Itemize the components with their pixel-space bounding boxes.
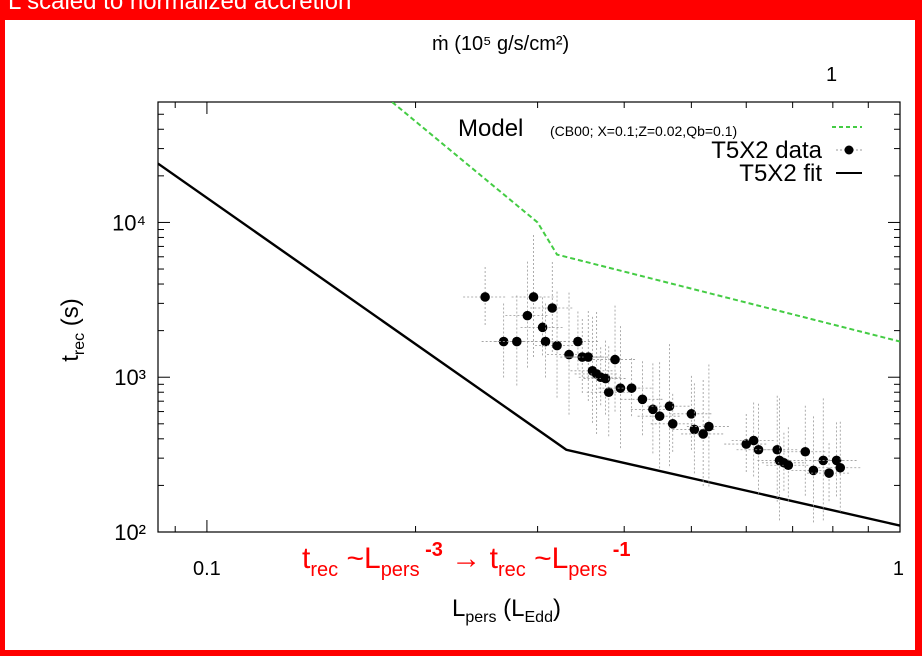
data-point bbox=[528, 292, 539, 302]
data-point bbox=[480, 292, 490, 302]
plot-area: 0.1 1 10² 10³ 10⁴ bbox=[112, 101, 904, 580]
fit-curve bbox=[158, 162, 900, 527]
data-point bbox=[824, 468, 834, 478]
right-border bbox=[915, 0, 922, 656]
top-axis-tick: 1 bbox=[826, 64, 837, 86]
data-point bbox=[800, 446, 811, 457]
data-point bbox=[610, 354, 620, 365]
data-point bbox=[637, 394, 648, 405]
data-point bbox=[831, 455, 842, 466]
data-point bbox=[741, 439, 752, 449]
data-point bbox=[808, 465, 819, 476]
scaling-annotation: trec ~Lpers -3 → trec ~Lpers -1 bbox=[302, 539, 631, 581]
data-point bbox=[698, 429, 708, 439]
data-point bbox=[547, 303, 558, 313]
y-label-unit: (s) bbox=[57, 298, 84, 333]
data-point bbox=[603, 387, 614, 398]
bottom-border bbox=[0, 650, 922, 656]
data-point bbox=[689, 424, 700, 435]
data-point bbox=[667, 419, 678, 429]
data-point bbox=[522, 310, 533, 321]
legend-label-model: Model bbox=[458, 115, 523, 142]
x-tick-label: 1 bbox=[893, 558, 904, 580]
legend-marker-data bbox=[844, 145, 854, 155]
plot-frame bbox=[157, 101, 901, 533]
data-point bbox=[686, 409, 697, 419]
data-point bbox=[615, 383, 626, 393]
data-point bbox=[748, 435, 759, 446]
svg-text:trec (s): trec (s) bbox=[57, 298, 88, 362]
top-axis-label: ṁ (10⁵ g/s/cm²) bbox=[432, 33, 569, 55]
data-point bbox=[540, 336, 551, 347]
data-point bbox=[654, 411, 665, 421]
title-banner: L scaled to normalized accretion bbox=[0, 0, 922, 20]
data-point bbox=[783, 460, 794, 471]
data-point bbox=[512, 336, 522, 347]
data-point bbox=[537, 322, 548, 333]
data-point bbox=[626, 383, 637, 393]
legend-label-fit: T5X2 fit bbox=[739, 160, 822, 187]
data-point bbox=[664, 401, 675, 411]
banner-text: L scaled to normalized accretion bbox=[8, 0, 352, 15]
data-point bbox=[753, 444, 764, 455]
y-tick-label: 10³ bbox=[114, 365, 146, 390]
data-point bbox=[564, 349, 574, 360]
y-label-sub: rec bbox=[71, 333, 88, 355]
legend-detail-model: (CB00; X=0.1;Z=0.02,Qb=0.1) bbox=[550, 123, 737, 139]
data-point bbox=[552, 340, 562, 351]
data-point bbox=[573, 336, 583, 347]
legend: Model (CB00; X=0.1;Z=0.02,Qb=0.1) T5X2 d… bbox=[458, 115, 862, 187]
data-point bbox=[835, 462, 846, 473]
left-border bbox=[0, 0, 5, 656]
x-tick-label: 0.1 bbox=[193, 558, 221, 580]
data-point bbox=[704, 421, 714, 432]
y-tick-label: 10² bbox=[114, 520, 146, 545]
y-axis-label: trec (s) bbox=[57, 298, 88, 362]
y-tick-label: 10⁴ bbox=[112, 210, 146, 235]
legend-entry-model: Model (CB00; X=0.1;Z=0.02,Qb=0.1) bbox=[458, 115, 862, 142]
data-point bbox=[648, 404, 658, 415]
data-point bbox=[772, 444, 783, 455]
y-label-t: t bbox=[57, 355, 84, 362]
data-point bbox=[583, 352, 594, 362]
legend-entry-fit: T5X2 fit bbox=[739, 160, 862, 187]
data-point bbox=[600, 373, 611, 384]
x-axis-label: Lpers (LEdd) bbox=[452, 595, 561, 626]
legend-label-data: T5X2 data bbox=[711, 137, 822, 164]
legend-entry-data: T5X2 data bbox=[711, 137, 862, 164]
model-curve bbox=[391, 102, 900, 343]
